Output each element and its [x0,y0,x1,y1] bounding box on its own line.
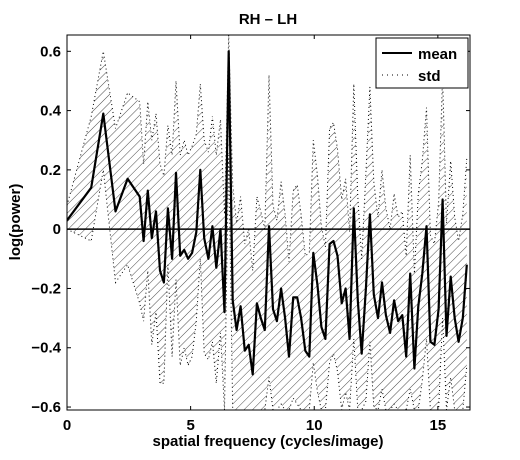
legend-box [375,37,469,89]
mean-line [67,50,468,376]
y-tick-label: 0.4 [40,103,62,120]
x-tick-label: 15 [430,417,447,434]
x-tick-label: 10 [306,417,323,434]
std-band-layer [67,35,468,410]
mean-line-layer [67,50,468,376]
chart-title: RH – LH [239,11,297,28]
x-axis-label: spatial frequency (cycles/image) [153,433,384,450]
legend-label-std: std [418,68,441,85]
axes-box [66,34,471,411]
y-tick-label: 0.6 [40,43,61,60]
y-tick-label: −0.6 [31,399,61,416]
y-tick-label: 0.2 [40,162,61,179]
y-tick-label: 0 [53,221,61,238]
x-tick-label: 0 [63,417,71,434]
y-axis-label: log(power) [7,184,24,261]
y-tick-label: −0.2 [31,280,61,297]
legend-label-mean: mean [418,46,457,63]
std-band-fill [67,35,467,410]
ticks-layer: 0 5 10 15 −0.6 −0.4 −0.2 0 0.2 0.4 0.6 [31,35,470,434]
legend: mean std [375,37,469,89]
x-tick-label: 5 [186,417,194,434]
y-tick-label: −0.4 [31,340,61,357]
